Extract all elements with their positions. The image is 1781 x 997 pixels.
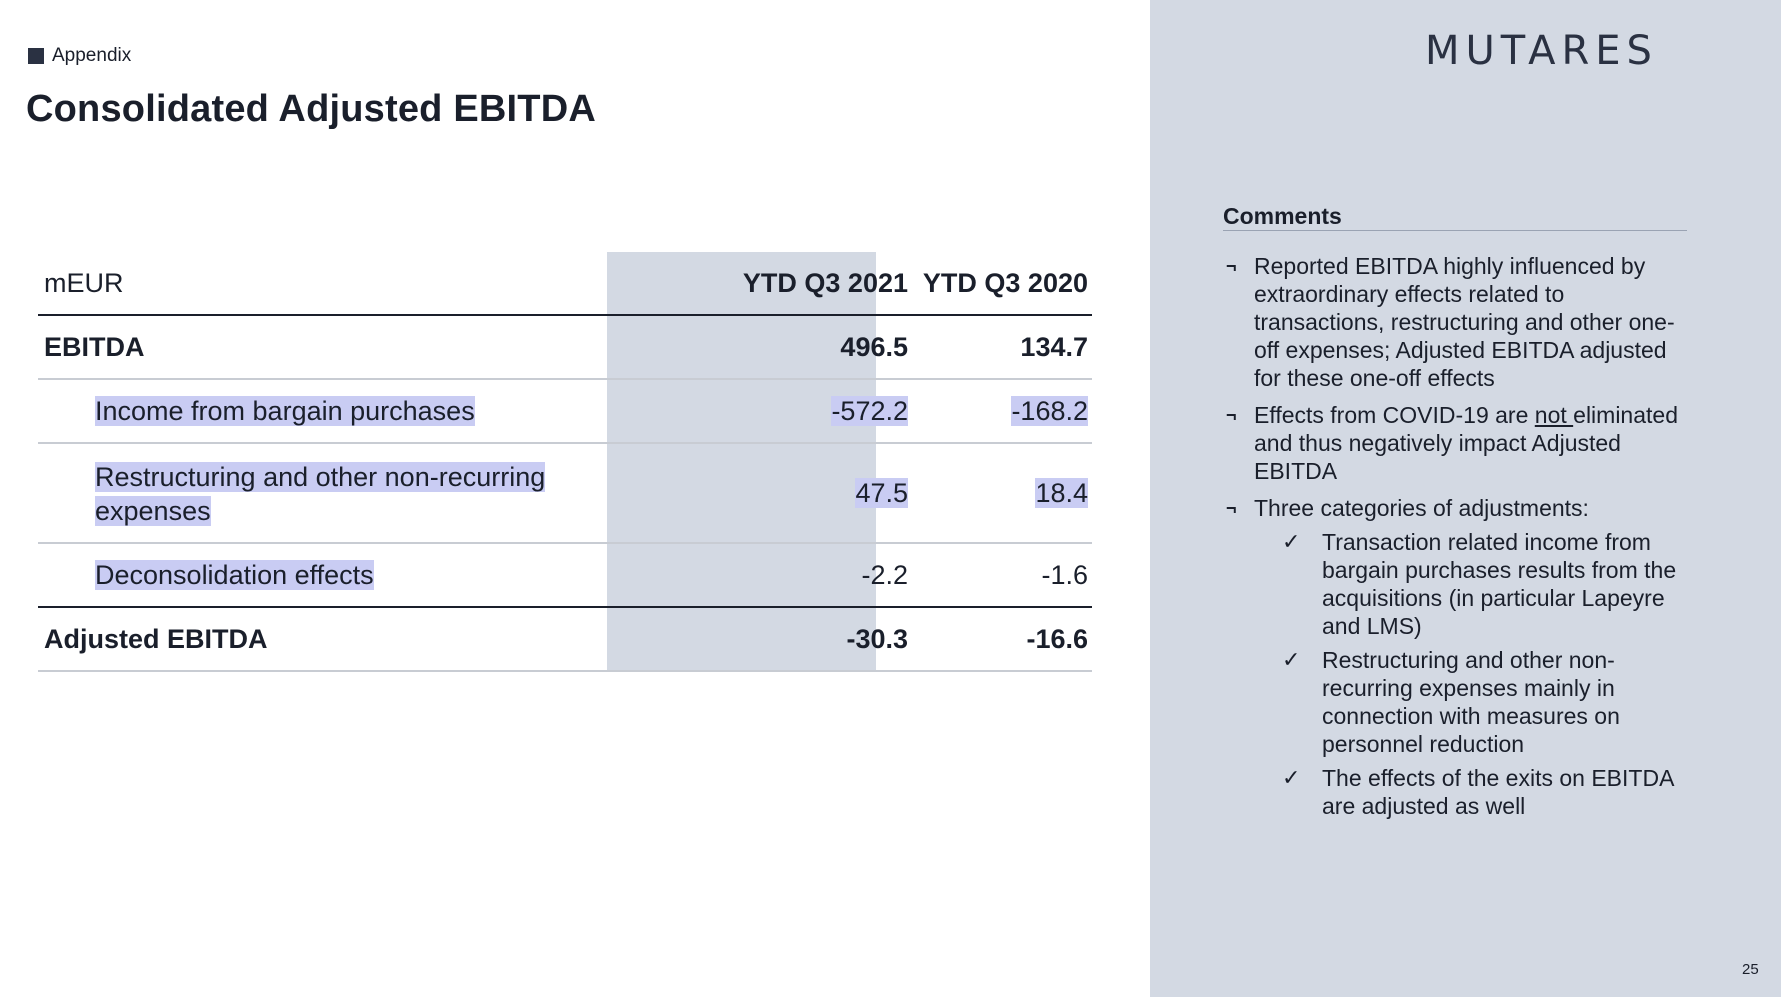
subitem-line: acquisitions (in particular Lapeyre [1322, 585, 1665, 611]
row-label-line1: Restructuring and other non-recurring [95, 462, 546, 492]
row-value-2021: 47.5 [855, 478, 908, 508]
section-tag: Appendix [28, 45, 131, 67]
column-header-2020: YTD Q3 2020 [922, 268, 1088, 298]
row-value-2020: 134.7 [1020, 332, 1088, 362]
bullet-icon: ¬ [1226, 405, 1237, 425]
subitem-line: bargain purchases results from the [1322, 557, 1677, 583]
row-value-2021: -2.2 [861, 560, 908, 590]
comments-divider [1223, 230, 1687, 231]
highlight-column [607, 252, 876, 672]
check-icon: ✓ [1282, 529, 1301, 554]
row-value-2020: -168.2 [1011, 396, 1088, 426]
bullet-line: Effects from COVID-19 are not eliminated [1254, 402, 1678, 428]
page-number: 25 [1742, 961, 1759, 978]
table-row: EBITDA 496.5 134.7 [38, 316, 1092, 380]
subitem-line: Restructuring and other non- [1322, 647, 1615, 673]
check-icon: ✓ [1282, 647, 1301, 672]
table-row: Income from bargain purchases -572.2 -16… [38, 380, 1092, 444]
row-value-2020: -1.6 [1041, 560, 1088, 590]
table-total-row: Adjusted EBITDA -30.3 -16.6 [38, 608, 1092, 672]
row-label: Income from bargain purchases [95, 396, 475, 426]
subitem-line: are adjusted as well [1322, 793, 1526, 819]
company-logo: MUTARES [1425, 28, 1658, 74]
bullet-icon: ¬ [1226, 498, 1237, 518]
bullet-line: transactions, restructuring and other on… [1254, 309, 1675, 335]
row-value-2021: -572.2 [831, 396, 908, 426]
subitem-line: and LMS) [1322, 613, 1422, 639]
row-value-2020: -16.6 [1026, 624, 1088, 654]
bullet-line: off expenses; Adjusted EBITDA adjusted [1254, 337, 1667, 363]
subitem-line: connection with measures on [1322, 703, 1620, 729]
row-value-2021: -30.3 [846, 624, 908, 654]
bullet-line: extraordinary effects related to [1254, 281, 1565, 307]
bullet-line: Three categories of adjustments: [1254, 495, 1589, 521]
section-square-icon [28, 48, 44, 64]
subitem-line: personnel reduction [1322, 731, 1525, 757]
row-label: Adjusted EBITDA [44, 624, 268, 654]
comments-title: Comments [1223, 203, 1342, 229]
comments-panel [1150, 0, 1781, 997]
bullet-icon: ¬ [1226, 256, 1237, 276]
row-value-2020: 18.4 [1035, 478, 1088, 508]
page-title: Consolidated Adjusted EBITDA [26, 88, 596, 130]
subitem-line: The effects of the exits on EBITDA [1322, 765, 1675, 791]
subitem-line: Transaction related income from [1322, 529, 1651, 555]
subitem-line: recurring expenses mainly in [1322, 675, 1615, 701]
bullet-line: and thus negatively impact Adjusted [1254, 430, 1621, 456]
row-label: Deconsolidation effects [95, 560, 374, 590]
row-value-2021: 496.5 [840, 332, 908, 362]
bullet-line: Reported EBITDA highly influenced by [1254, 253, 1646, 279]
section-label: Appendix [52, 45, 132, 66]
table-row: Deconsolidation effects -2.2 -1.6 [38, 544, 1092, 608]
table-header-row: mEUR YTD Q3 2021 YTD Q3 2020 [38, 252, 1092, 316]
table-row: Restructuring and other non-recurring ex… [38, 444, 1092, 544]
check-icon: ✓ [1282, 765, 1301, 790]
bullet-line: EBITDA [1254, 458, 1338, 484]
row-label-line2: expenses [95, 496, 211, 526]
row-label: EBITDA [44, 332, 145, 362]
column-header-2021: YTD Q3 2021 [742, 268, 908, 298]
unit-label: mEUR [44, 268, 124, 298]
bullet-line: for these one-off effects [1254, 365, 1495, 391]
